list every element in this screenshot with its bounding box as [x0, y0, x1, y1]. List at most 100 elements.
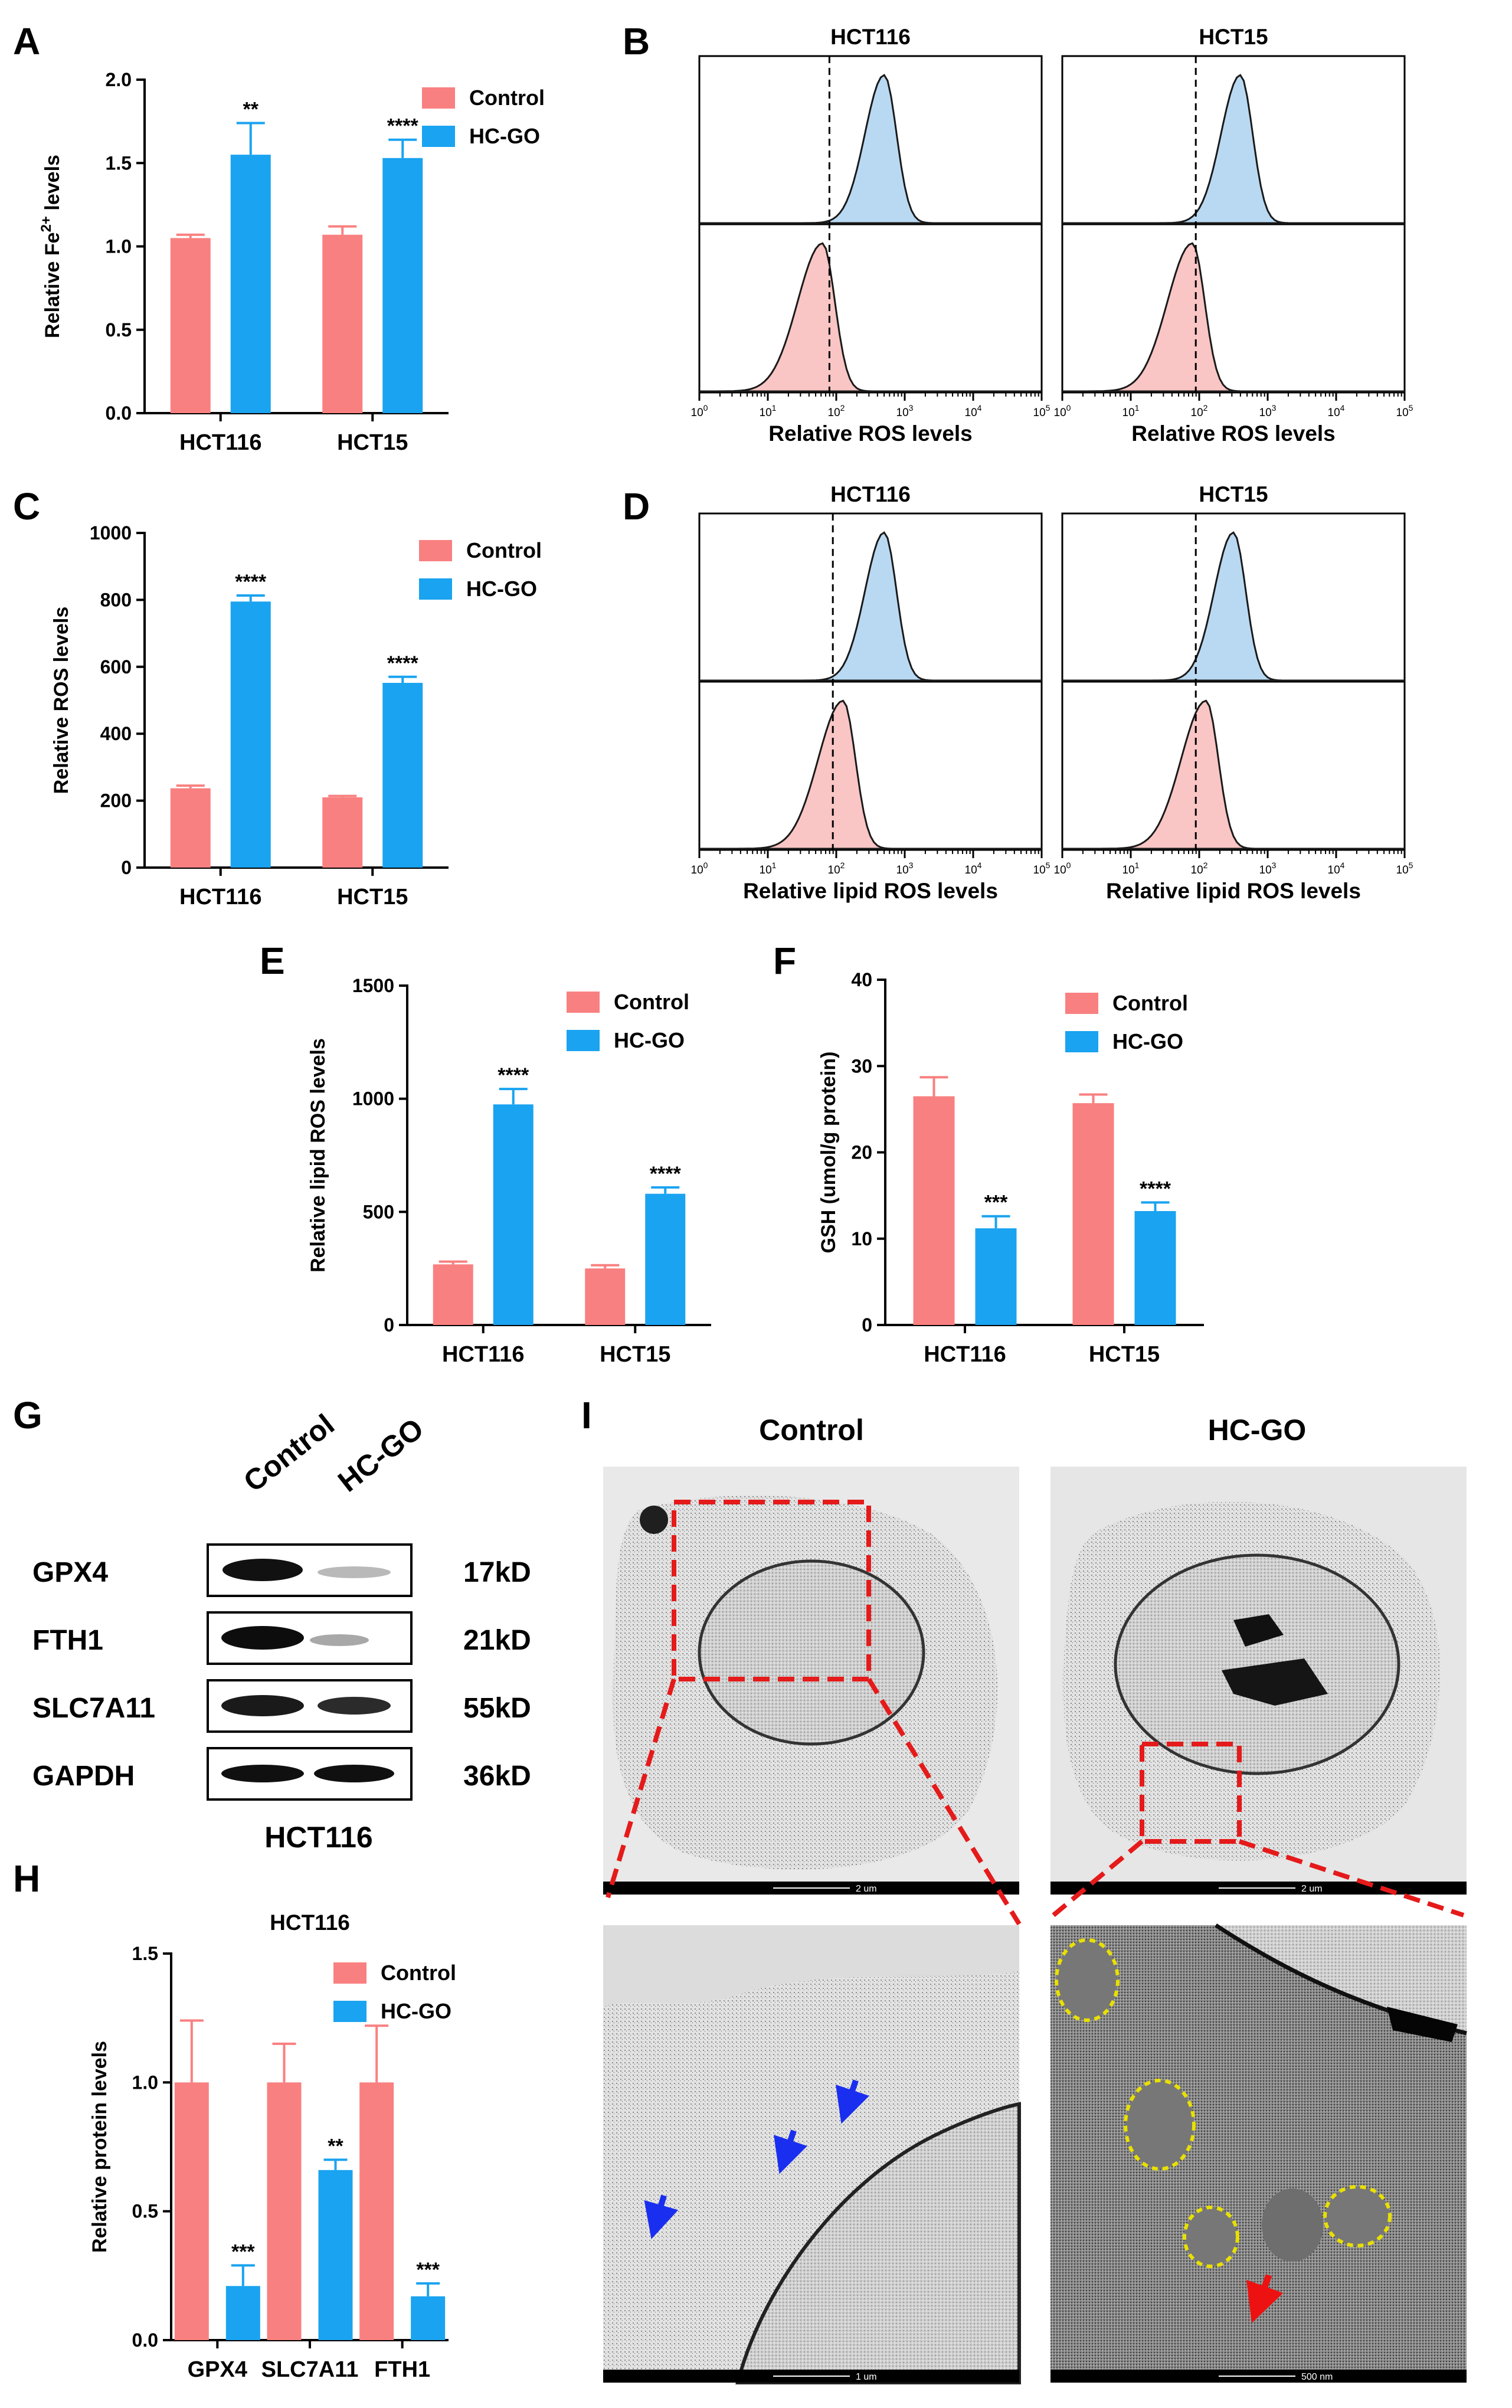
wb-band-gapdh-control	[221, 1765, 304, 1782]
flow-subplot-title: HCT15	[1199, 25, 1268, 49]
tem-scale-hcgo-bottom: 500 nm	[1301, 2372, 1333, 2382]
bar-hc-go-hct15	[382, 158, 423, 413]
legend-swatch-control	[333, 1962, 366, 1984]
y-tick-label: 1.5	[106, 152, 132, 174]
y-tick-label: 10	[851, 1228, 872, 1249]
y-axis-label: Relative ROS levels	[50, 607, 73, 794]
wb-band-slc7a11-control	[221, 1695, 304, 1716]
mitochondria-circle-1	[1055, 1938, 1120, 2022]
flow-peak-control	[699, 242, 1042, 392]
significance-label: **	[243, 98, 259, 120]
y-tick-label: 400	[100, 723, 132, 744]
x-tick-label: HCT15	[1089, 1342, 1160, 1367]
wb-band-fth1-control	[221, 1626, 304, 1650]
y-tick-label: 200	[100, 790, 132, 812]
legend-swatch-control	[422, 87, 455, 109]
panel-letter-c: C	[13, 485, 40, 528]
wb-band-slc7a11-hcgo	[318, 1697, 391, 1715]
bar-control-hct15	[322, 234, 363, 413]
x-tick-label: HCT15	[337, 430, 408, 455]
x-tick-label: HCT15	[600, 1342, 670, 1367]
y-tick-label: 1000	[352, 1088, 394, 1110]
flow-x-tick-label: 102	[1191, 403, 1208, 419]
x-tick-label: SLC7A11	[261, 2357, 359, 2382]
mitochondria-circle-2	[1124, 2079, 1196, 2171]
y-tick-label: 1.0	[132, 2072, 158, 2093]
panel-letter-g: G	[13, 1394, 42, 1437]
flow-peak-hcgo	[699, 531, 1042, 682]
flow-subplot-title: HCT116	[830, 482, 911, 506]
legend-label: HC-GO	[466, 577, 537, 601]
significance-label: ****	[387, 115, 419, 138]
panel-letter-d: D	[623, 485, 650, 528]
bar-hc-go-hct116	[230, 155, 271, 413]
bar-control-fth1	[359, 2082, 394, 2340]
significance-label: **	[328, 2135, 343, 2157]
y-tick-label: 500	[363, 1201, 394, 1222]
panel-letter-i: I	[581, 1394, 592, 1437]
panel-letter-h: H	[13, 1857, 40, 1900]
flow-x-tick-label: 101	[760, 403, 777, 419]
significance-label: ****	[235, 571, 267, 593]
flow-x-tick-label: 100	[1054, 861, 1071, 876]
bar-hc-go-slc7a11	[318, 2170, 353, 2340]
y-tick-label: 0	[121, 857, 132, 878]
western-blot-panel: Control HC-GO GPX4 FTH1 SLC7A11 GAPDH 17…	[32, 1408, 531, 1854]
y-axis-label: Relative lipid ROS levels	[307, 1038, 329, 1272]
flow-x-axis-label: Relative ROS levels	[768, 421, 973, 446]
flow-subplot-hct15: HCT15 100 101 102 103 104 105 Relative ROS leve…	[1054, 25, 1413, 446]
flow-histograms-lipid-ros: HCT116 100 101 102 103 104 105 Relative lipid R…	[691, 482, 1413, 903]
x-tick-label: HCT116	[179, 885, 261, 909]
y-tick-label: 20	[851, 1142, 872, 1163]
significance-label: ****	[498, 1064, 529, 1087]
legend-label: HC-GO	[614, 1028, 685, 1052]
legend-label: Control	[466, 538, 542, 562]
mitochondria-unmarked	[1262, 2188, 1323, 2262]
legend-label: HC-GO	[469, 124, 540, 148]
y-tick-label: 0.0	[106, 403, 132, 424]
flow-x-tick-label: 100	[691, 403, 708, 419]
tem-panel: Control HC-GO 2 um 2 um	[603, 1414, 1467, 2384]
flow-x-tick-label: 104	[965, 861, 982, 876]
flow-x-tick-label: 105	[1033, 861, 1050, 876]
panel-letter-b: B	[623, 20, 650, 63]
legend-label: Control	[381, 1961, 456, 1985]
panel-letter-e: E	[260, 940, 285, 982]
flow-x-tick-label: 102	[828, 403, 845, 419]
flow-subplot-hct15: HCT15 100 101 102 103 104 105 Relative lipid RO…	[1054, 482, 1413, 903]
legend-swatch-hc-go	[419, 578, 452, 600]
y-tick-label: 0.5	[106, 319, 132, 341]
flow-x-tick-label: 100	[691, 861, 708, 876]
flow-x-tick-label: 101	[760, 861, 777, 876]
zoom-line-hcgo-left	[1052, 1839, 1144, 1918]
legend-swatch-hc-go	[333, 2001, 366, 2022]
flow-peak-control	[1062, 699, 1405, 850]
y-tick-label: 0	[384, 1314, 394, 1336]
bar-hc-go-hct15	[382, 683, 423, 868]
wb-column-control: Control	[237, 1408, 341, 1499]
wb-size-fth1: 21kD	[463, 1625, 531, 1656]
legend-swatch-hc-go	[1065, 1031, 1098, 1052]
significance-label: ***	[231, 2240, 255, 2263]
flow-x-tick-label: 103	[1259, 861, 1277, 876]
wb-cell-line: HCT116	[264, 1821, 372, 1854]
significance-label: ****	[387, 652, 419, 675]
flow-peak-hcgo	[1062, 74, 1405, 224]
flow-subplot-hct116: HCT116 100 101 102 103 104 105 Relative ROS lev…	[691, 25, 1050, 446]
y-tick-label: 30	[851, 1055, 872, 1077]
flow-x-tick-label: 103	[896, 861, 914, 876]
flow-x-tick-label: 102	[828, 861, 845, 876]
x-tick-label: HCT15	[337, 885, 408, 909]
flow-x-axis-label: Relative ROS levels	[1131, 421, 1336, 446]
legend-label: Control	[469, 86, 545, 110]
chart-title: HCT116	[270, 1910, 350, 1935]
wb-band-fth1-hcgo	[310, 1634, 369, 1646]
flow-peak-control	[1062, 242, 1405, 392]
legend-label: Control	[1112, 991, 1188, 1015]
tem-image-hcgo-overview: 2 um	[1050, 1467, 1467, 1895]
legend-swatch-hc-go	[422, 126, 455, 147]
flow-x-tick-label: 104	[1328, 403, 1345, 419]
tem-scale-control-bottom: 1 um	[856, 2372, 877, 2382]
x-tick-label: HCT116	[924, 1342, 1006, 1367]
